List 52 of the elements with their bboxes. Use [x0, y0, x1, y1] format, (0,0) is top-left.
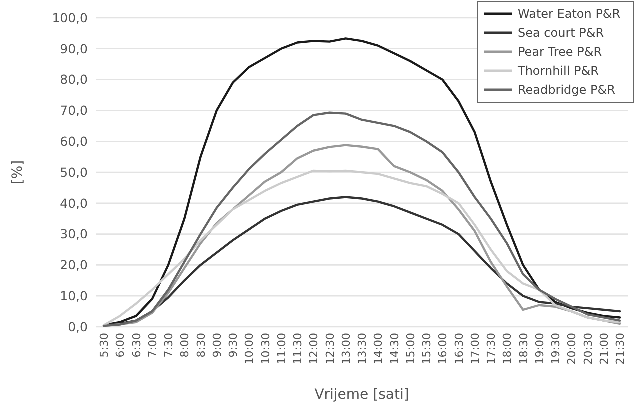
x-tick-label: 18:00: [501, 333, 514, 365]
x-tick-label: 14:00: [372, 333, 386, 365]
x-tick-label: 21:30: [614, 333, 627, 365]
x-tick-label: 17:30: [485, 333, 498, 365]
x-tick-label: 16:00: [436, 333, 450, 365]
x-tick-label: 8:30: [194, 333, 208, 358]
y-tick-label: 0,0: [68, 319, 88, 334]
y-tick-label: 60,0: [60, 134, 88, 149]
x-tick-label: 16:30: [452, 333, 466, 365]
x-tick-label: 9:00: [210, 333, 224, 358]
y-tick-label: 70,0: [60, 103, 88, 118]
x-tick-label: 13:30: [356, 333, 369, 365]
x-tick-label: 21:00: [598, 333, 611, 365]
x-tick-label: 20:00: [566, 333, 579, 365]
x-tick-label: 12:00: [308, 333, 321, 365]
x-tick-label: 7:00: [146, 333, 160, 358]
x-tick-label: 12:30: [324, 333, 337, 365]
x-tick-label: 18:30: [517, 333, 530, 365]
x-tick-label: 9:30: [227, 333, 240, 358]
x-tick-label: 6:00: [114, 333, 128, 358]
y-tick-label: 80,0: [60, 72, 88, 88]
legend-label: Pear Tree P&R: [518, 45, 602, 60]
y-tick-label: 100,0: [52, 10, 88, 26]
y-tick-label: 30,0: [60, 226, 88, 242]
x-tick-label: 11:30: [292, 333, 304, 365]
y-axis-title: [%]: [10, 160, 26, 185]
legend-label: Thornhill P&R: [517, 64, 599, 78]
x-tick-label: 19:00: [533, 333, 546, 365]
x-tick-label: 19:30: [550, 333, 562, 365]
x-tick-label: 7:30: [162, 333, 176, 358]
y-tick-label: 50,0: [60, 164, 88, 180]
y-tick-label: 10,0: [60, 288, 88, 304]
y-tick-label: 40,0: [60, 196, 88, 211]
legend-label: Water Eaton P&R: [518, 7, 621, 22]
y-tick-label: 90,0: [60, 41, 88, 56]
x-tick-label: 10:30: [259, 333, 272, 365]
x-tick-label: 13:00: [340, 333, 353, 365]
line-series: [102, 112, 622, 328]
x-tick-label: 6:30: [130, 333, 144, 358]
x-axis-title: Vrijeme [sati]: [314, 387, 410, 403]
legend-label: Sea court P&R: [518, 26, 604, 40]
x-tick-label: 17:00: [468, 333, 482, 365]
x-tick-label: 15:30: [420, 333, 434, 365]
x-tick-label: 14:30: [388, 333, 402, 365]
x-tick-label: 11:00: [275, 333, 288, 365]
x-tick-label: 10:00: [243, 333, 256, 365]
y-tick-label: 20,0: [60, 258, 88, 273]
x-tick-label: 8:00: [178, 333, 192, 358]
x-tick-label: 20:30: [582, 333, 595, 365]
legend-label: Readbridge P&R: [518, 83, 616, 98]
x-tick-label: 15:00: [404, 333, 418, 365]
x-tick-label: 5:30: [98, 333, 111, 358]
